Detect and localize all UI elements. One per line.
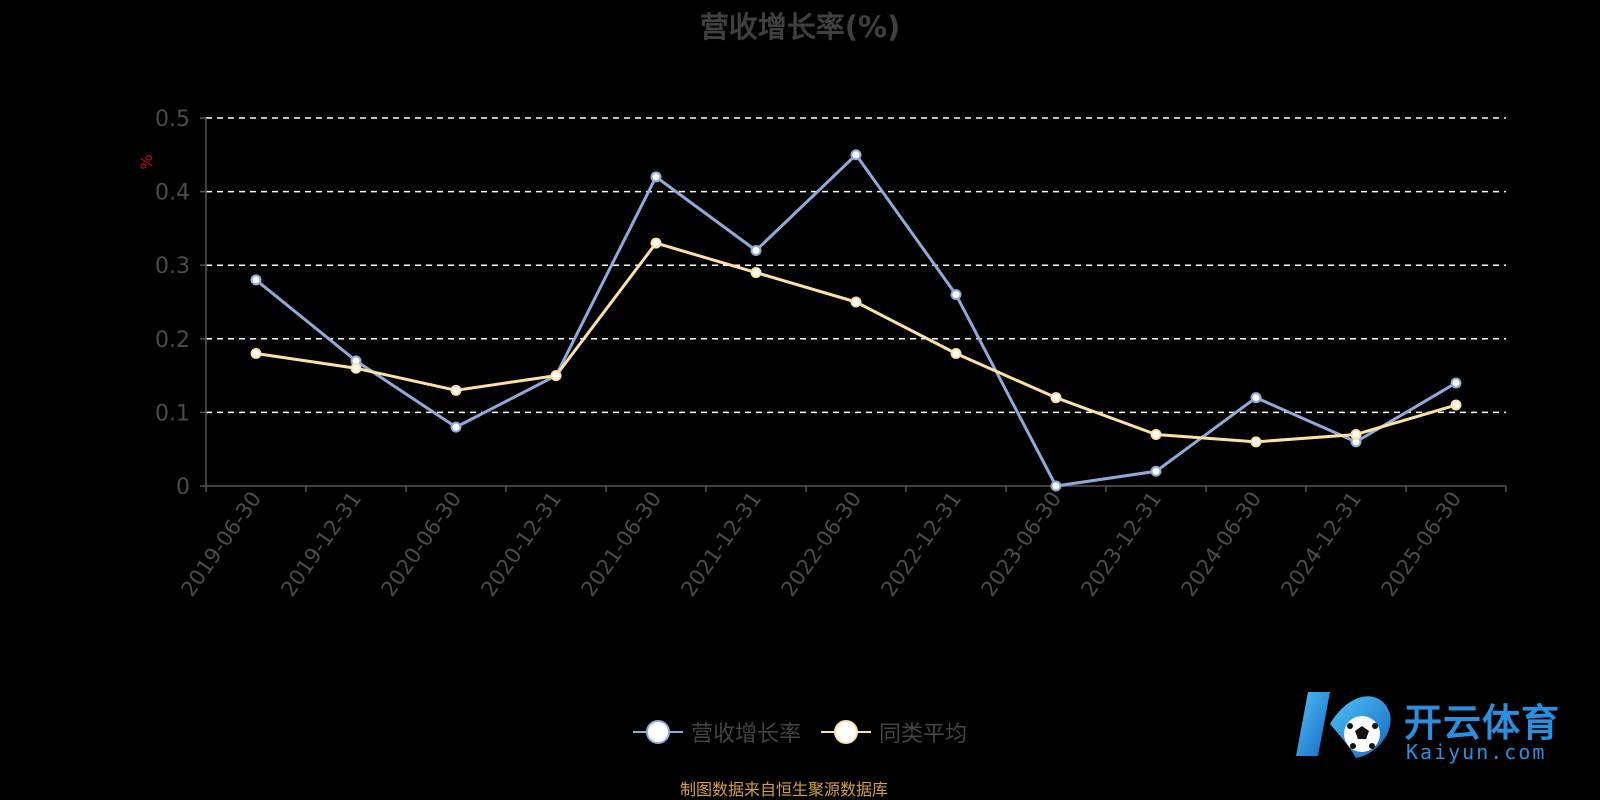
series-lines — [250, 149, 1462, 492]
y-tick-label: 0 — [176, 475, 190, 500]
x-tick-label: 2020-06-30 — [376, 487, 466, 601]
data-point[interactable] — [450, 384, 462, 396]
x-tick-labels: 2019-06-30 2019-12-31 2020-06-30 2020-12-31… — [176, 487, 1466, 601]
y-tick-labels: 0 0.1 0.2 0.3 0.4 0.5 — [155, 107, 190, 500]
x-tick-label: 2023-12-31 — [1076, 487, 1166, 601]
data-point[interactable] — [750, 244, 762, 256]
x-tick-label: 2019-12-31 — [276, 487, 366, 601]
x-tick-label: 2022-06-30 — [776, 487, 866, 601]
data-point[interactable] — [950, 348, 962, 360]
y-tick-label: 0.2 — [155, 328, 190, 353]
y-axis-unit-label: % — [137, 154, 156, 169]
watermark-logo: 开云体育 Kaiyun.com — [1290, 684, 1560, 770]
x-tick-label: 2024-12-31 — [1276, 487, 1366, 601]
data-point[interactable] — [550, 370, 562, 382]
data-point[interactable] — [250, 274, 262, 286]
chart-title: 营收增长率(%) — [699, 10, 901, 44]
watermark-domain: Kaiyun.com — [1406, 740, 1547, 764]
x-tick-label: 2021-06-30 — [576, 487, 666, 601]
source-note: 制图数据来自恒生聚源数据库 — [679, 780, 888, 799]
y-tick-label: 0.5 — [155, 107, 190, 132]
data-point[interactable] — [850, 149, 862, 161]
watermark-brand: 开云体育 — [1404, 701, 1561, 745]
legend-marker-icon — [821, 720, 871, 744]
data-point[interactable] — [1150, 465, 1162, 477]
data-point[interactable] — [350, 362, 362, 374]
x-tick-label: 2024-06-30 — [1176, 487, 1266, 601]
data-point[interactable] — [1350, 428, 1362, 440]
data-point[interactable] — [1250, 436, 1262, 448]
data-point[interactable] — [750, 267, 762, 279]
data-point[interactable] — [1050, 392, 1062, 404]
y-tick-label: 0.3 — [155, 254, 190, 279]
data-point[interactable] — [650, 237, 662, 249]
series-line — [255, 153, 1457, 488]
data-point[interactable] — [1450, 399, 1462, 411]
x-tick-label: 2023-06-30 — [976, 487, 1066, 601]
y-tick-label: 0.4 — [155, 181, 190, 206]
data-point[interactable] — [1250, 392, 1262, 404]
k-soccer-ball-logo-icon — [1296, 692, 1391, 758]
axes — [200, 117, 1507, 492]
chart-legend: 营收增长率 同类平均 — [0, 716, 1600, 748]
legend-item-revenue-growth[interactable]: 营收增长率 — [632, 716, 801, 748]
x-tick-label: 2022-12-31 — [876, 487, 966, 601]
grid-lines — [206, 117, 1506, 414]
data-point[interactable] — [1050, 480, 1062, 492]
data-point[interactable] — [650, 171, 662, 183]
legend-label: 营收增长率 — [690, 722, 801, 747]
x-tick-label: 2021-12-31 — [676, 487, 766, 601]
legend-item-peer-average[interactable]: 同类平均 — [821, 716, 967, 748]
x-tick-label: 2019-06-30 — [176, 487, 266, 601]
x-tick-label: 2020-12-31 — [476, 487, 566, 601]
data-point[interactable] — [1150, 428, 1162, 440]
data-point[interactable] — [1450, 377, 1462, 389]
x-tick-label: 2025-06-30 — [1376, 487, 1466, 601]
data-point[interactable] — [250, 348, 262, 360]
data-point[interactable] — [950, 289, 962, 301]
legend-marker-icon — [632, 720, 683, 744]
data-point[interactable] — [450, 421, 462, 433]
legend-label: 同类平均 — [879, 722, 968, 747]
data-point[interactable] — [850, 296, 862, 308]
y-tick-label: 0.1 — [155, 401, 190, 426]
